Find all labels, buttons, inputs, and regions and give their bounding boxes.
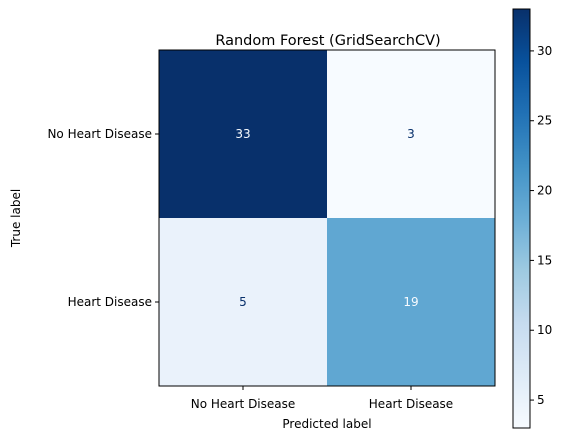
cell-value-label: 33 bbox=[235, 127, 250, 141]
cell-value-label: 19 bbox=[403, 295, 418, 309]
colorbar-ticks: 5 10 15 20 25 30 bbox=[530, 44, 552, 407]
x-tick-label: No Heart Disease bbox=[191, 397, 296, 411]
cell-value-label: 3 bbox=[407, 127, 415, 141]
cell-value-label: 5 bbox=[239, 295, 247, 309]
colorbar: 5 10 15 20 25 30 bbox=[512, 8, 552, 429]
colorbar-tick-label: 25 bbox=[537, 114, 552, 128]
colorbar-tick-label: 5 bbox=[537, 393, 545, 407]
colorbar-tick-label: 15 bbox=[537, 253, 552, 267]
y-tick-label: No Heart Disease bbox=[47, 127, 152, 141]
colorbar-tick-label: 30 bbox=[537, 44, 552, 58]
heatmap-cell bbox=[327, 218, 495, 386]
heatmap-cell bbox=[159, 50, 327, 218]
heatmap-cells: 33 35 19 bbox=[159, 50, 495, 386]
plot-frame bbox=[158, 49, 496, 387]
colorbar-gradient bbox=[512, 8, 531, 429]
x-axis: No Heart Disease Heart Disease bbox=[191, 386, 453, 411]
x-tick-label: Heart Disease bbox=[369, 397, 453, 411]
y-axis-label: True label bbox=[9, 189, 23, 248]
colorbar-tick-label: 10 bbox=[537, 323, 552, 337]
x-axis-label: Predicted label bbox=[282, 417, 371, 431]
y-axis: No Heart Disease Heart Disease bbox=[47, 127, 159, 309]
colorbar-tick-label: 20 bbox=[537, 184, 552, 198]
heatmap-cell bbox=[159, 218, 327, 386]
heatmap-cell bbox=[327, 50, 495, 218]
chart-title: Random Forest (GridSearchCV) bbox=[215, 33, 440, 49]
y-tick-label: Heart Disease bbox=[68, 295, 152, 309]
